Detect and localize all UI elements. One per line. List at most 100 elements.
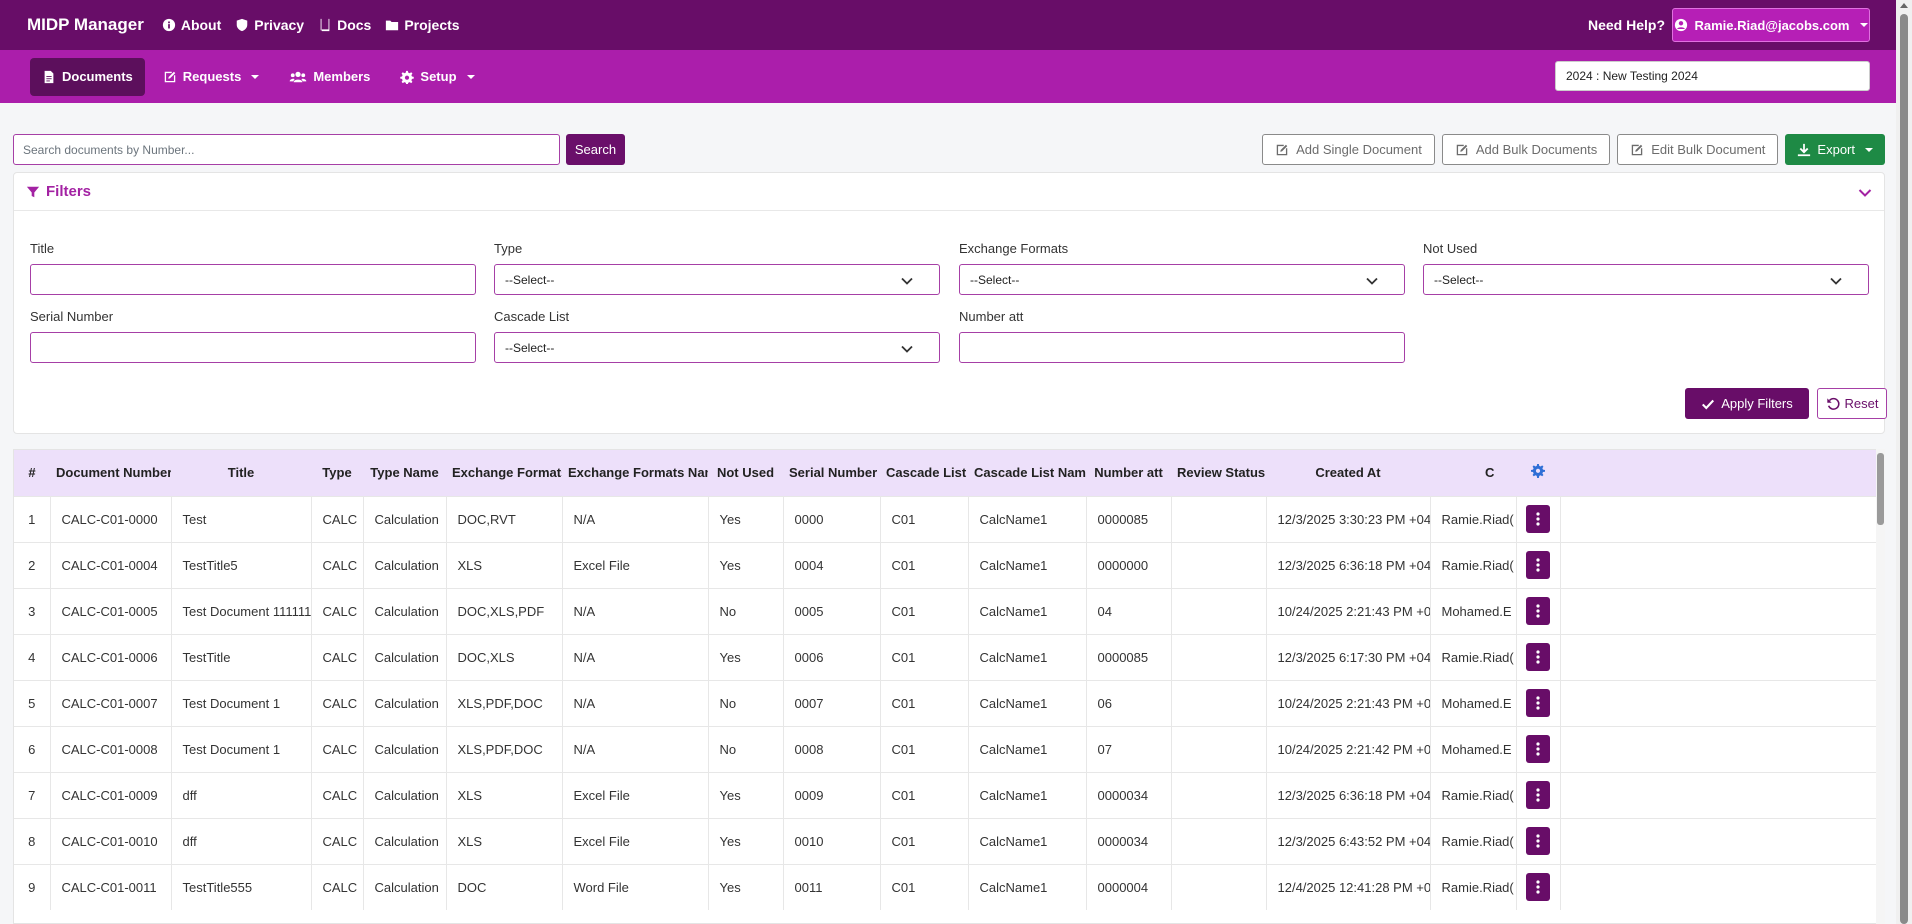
table-row[interactable]: 9 CALC-C01-0011 TestTitle555 CALC Calculatio… <box>14 863 1884 910</box>
row-actions-cell <box>1515 541 1560 588</box>
row-actions-button[interactable] <box>1526 689 1550 717</box>
row-actions-button[interactable] <box>1526 643 1550 671</box>
tab-requests-label: Requests <box>182 69 242 84</box>
filters-header[interactable]: Filters <box>14 173 1884 211</box>
row-actions-button[interactable] <box>1526 597 1550 625</box>
column-header[interactable]: Exchange Formats <box>452 465 562 481</box>
column-header[interactable]: # <box>28 465 36 481</box>
sub-nav: Documents Requests Members Setup <box>30 57 487 96</box>
table-cell: Mohamed.E <box>1429 587 1516 634</box>
table-row[interactable]: 4 CALC-C01-0006 TestTitle CALC Calculation DO… <box>14 633 1884 680</box>
nav-about[interactable]: About <box>162 17 221 33</box>
table-cell: Ramie.Riad( <box>1429 817 1516 864</box>
tab-documents[interactable]: Documents <box>30 57 145 96</box>
tab-setup[interactable]: Setup <box>388 58 486 96</box>
column-settings[interactable] <box>1516 450 1560 496</box>
edit-bulk-document-button[interactable]: Edit Bulk Document <box>1617 134 1779 165</box>
column-header[interactable]: Not Used <box>716 465 775 481</box>
table-cell: C01 <box>879 541 968 588</box>
table-cell: CALC-C01-0006 <box>49 633 171 680</box>
table-scrollbar[interactable] <box>1876 449 1885 924</box>
table-cell: 0000034 <box>1085 771 1171 818</box>
cascade-list-filter-select[interactable]: --Select-- <box>494 332 940 363</box>
column-header[interactable]: Type <box>322 465 352 481</box>
help-link[interactable]: Need Help? <box>1588 17 1666 33</box>
table-row[interactable]: 5 CALC-C01-0007 Test Document 1 CALC Calcula… <box>14 679 1884 726</box>
chevron-down-icon[interactable] <box>1858 185 1872 202</box>
row-actions-button[interactable] <box>1526 827 1550 855</box>
table-cell: 0000085 <box>1085 633 1171 680</box>
row-actions-button[interactable] <box>1526 781 1550 809</box>
table-row[interactable]: 7 CALC-C01-0009 dff CALC Calculation XLS Excel… <box>14 771 1884 818</box>
reset-filters-button[interactable]: Reset <box>1817 388 1887 419</box>
table-cell: Ramie.Riad( <box>1429 863 1516 910</box>
column-header[interactable]: Exchange Formats Name <box>568 465 708 481</box>
column-header[interactable]: Document Number <box>56 465 171 481</box>
search-button[interactable]: Search <box>566 134 625 165</box>
apply-filters-button[interactable]: Apply Filters <box>1685 388 1809 419</box>
table-cell: 0005 <box>782 587 880 634</box>
type-filter-select[interactable]: --Select-- <box>494 264 940 295</box>
table-body: 1 CALC-C01-0000 Test CALC Calculation DOC,RVT… <box>14 495 1884 910</box>
folder-icon <box>385 18 399 32</box>
row-actions-button[interactable] <box>1526 505 1550 533</box>
table-row[interactable]: 2 CALC-C01-0004 TestTitle5 CALC Calculation X… <box>14 541 1884 588</box>
table-cell: 07 <box>1085 725 1171 772</box>
row-actions-button[interactable] <box>1526 551 1550 579</box>
table-cell <box>1170 817 1266 864</box>
serial-number-filter-input[interactable] <box>30 332 476 363</box>
table-scrollbar-thumb[interactable] <box>1877 453 1884 525</box>
nav-projects[interactable]: Projects <box>385 17 460 33</box>
gear-icon[interactable] <box>1531 464 1545 481</box>
title-filter-input[interactable] <box>30 264 476 295</box>
column-header[interactable]: Number att <box>1094 465 1163 481</box>
column-header[interactable]: C <box>1485 465 1495 481</box>
table-cell: dff <box>170 817 311 864</box>
table-cell: 12/3/2025 6:17:30 PM +04:00 <box>1265 633 1430 680</box>
table-cell: CALC-C01-0010 <box>49 817 171 864</box>
project-selector[interactable]: 2024 : New Testing 2024 <box>1555 61 1870 91</box>
nav-privacy[interactable]: Privacy <box>235 17 304 33</box>
table-row[interactable]: 1 CALC-C01-0000 Test CALC Calculation DOC,RVT… <box>14 495 1884 542</box>
page-scrollbar-thumb[interactable] <box>1900 14 1908 924</box>
row-actions-cell <box>1515 587 1560 634</box>
file-icon <box>42 70 56 84</box>
column-header[interactable]: Type Name <box>370 465 439 481</box>
tab-requests[interactable]: Requests <box>151 58 272 96</box>
row-actions-button[interactable] <box>1526 873 1550 902</box>
table-cell: 0007 <box>782 679 880 726</box>
table-cell: 0004 <box>782 541 880 588</box>
column-header[interactable]: Review Status <box>1177 465 1266 481</box>
number-att-filter-input[interactable] <box>959 332 1405 363</box>
table-row[interactable]: 8 CALC-C01-0010 dff CALC Calculation XLS Excel… <box>14 817 1884 864</box>
table-cell: N/A <box>561 495 708 542</box>
page-scrollbar[interactable] <box>1896 0 1912 924</box>
column-header[interactable]: Serial Number <box>789 465 878 481</box>
export-button[interactable]: Export <box>1785 134 1885 165</box>
scroll-up-icon[interactable] <box>1900 3 1908 8</box>
user-menu-button[interactable]: Ramie.Riad@jacobs.com <box>1672 8 1870 42</box>
column-header[interactable]: Created At <box>1315 465 1381 481</box>
table-cell: Calculation <box>362 495 446 542</box>
table-cell: C01 <box>879 725 968 772</box>
exchange-formats-filter-select[interactable]: --Select-- <box>959 264 1405 295</box>
row-actions-button[interactable] <box>1526 735 1550 763</box>
not-used-filter-select[interactable]: --Select-- <box>1423 264 1869 295</box>
table-cell: C01 <box>879 771 968 818</box>
row-actions-cell <box>1515 679 1560 726</box>
table-cell: C01 <box>879 817 968 864</box>
table-cell: CALC <box>310 725 363 772</box>
column-header[interactable]: Cascade List Name <box>974 465 1086 481</box>
type-filter-value: --Select-- <box>505 272 555 287</box>
table-row[interactable]: 6 CALC-C01-0008 Test Document 1 CALC Calcula… <box>14 725 1884 772</box>
tab-members[interactable]: Members <box>277 58 382 96</box>
column-header[interactable]: Cascade List <box>886 465 967 481</box>
add-single-document-button[interactable]: Add Single Document <box>1262 134 1435 165</box>
nav-docs[interactable]: Docs <box>318 17 371 33</box>
add-bulk-documents-button[interactable]: Add Bulk Documents <box>1441 134 1611 165</box>
brand-logo[interactable]: MIDP Manager <box>27 15 144 34</box>
cascade-list-filter-value: --Select-- <box>505 340 555 355</box>
column-header[interactable]: Title <box>227 465 255 481</box>
search-input[interactable] <box>13 134 560 165</box>
